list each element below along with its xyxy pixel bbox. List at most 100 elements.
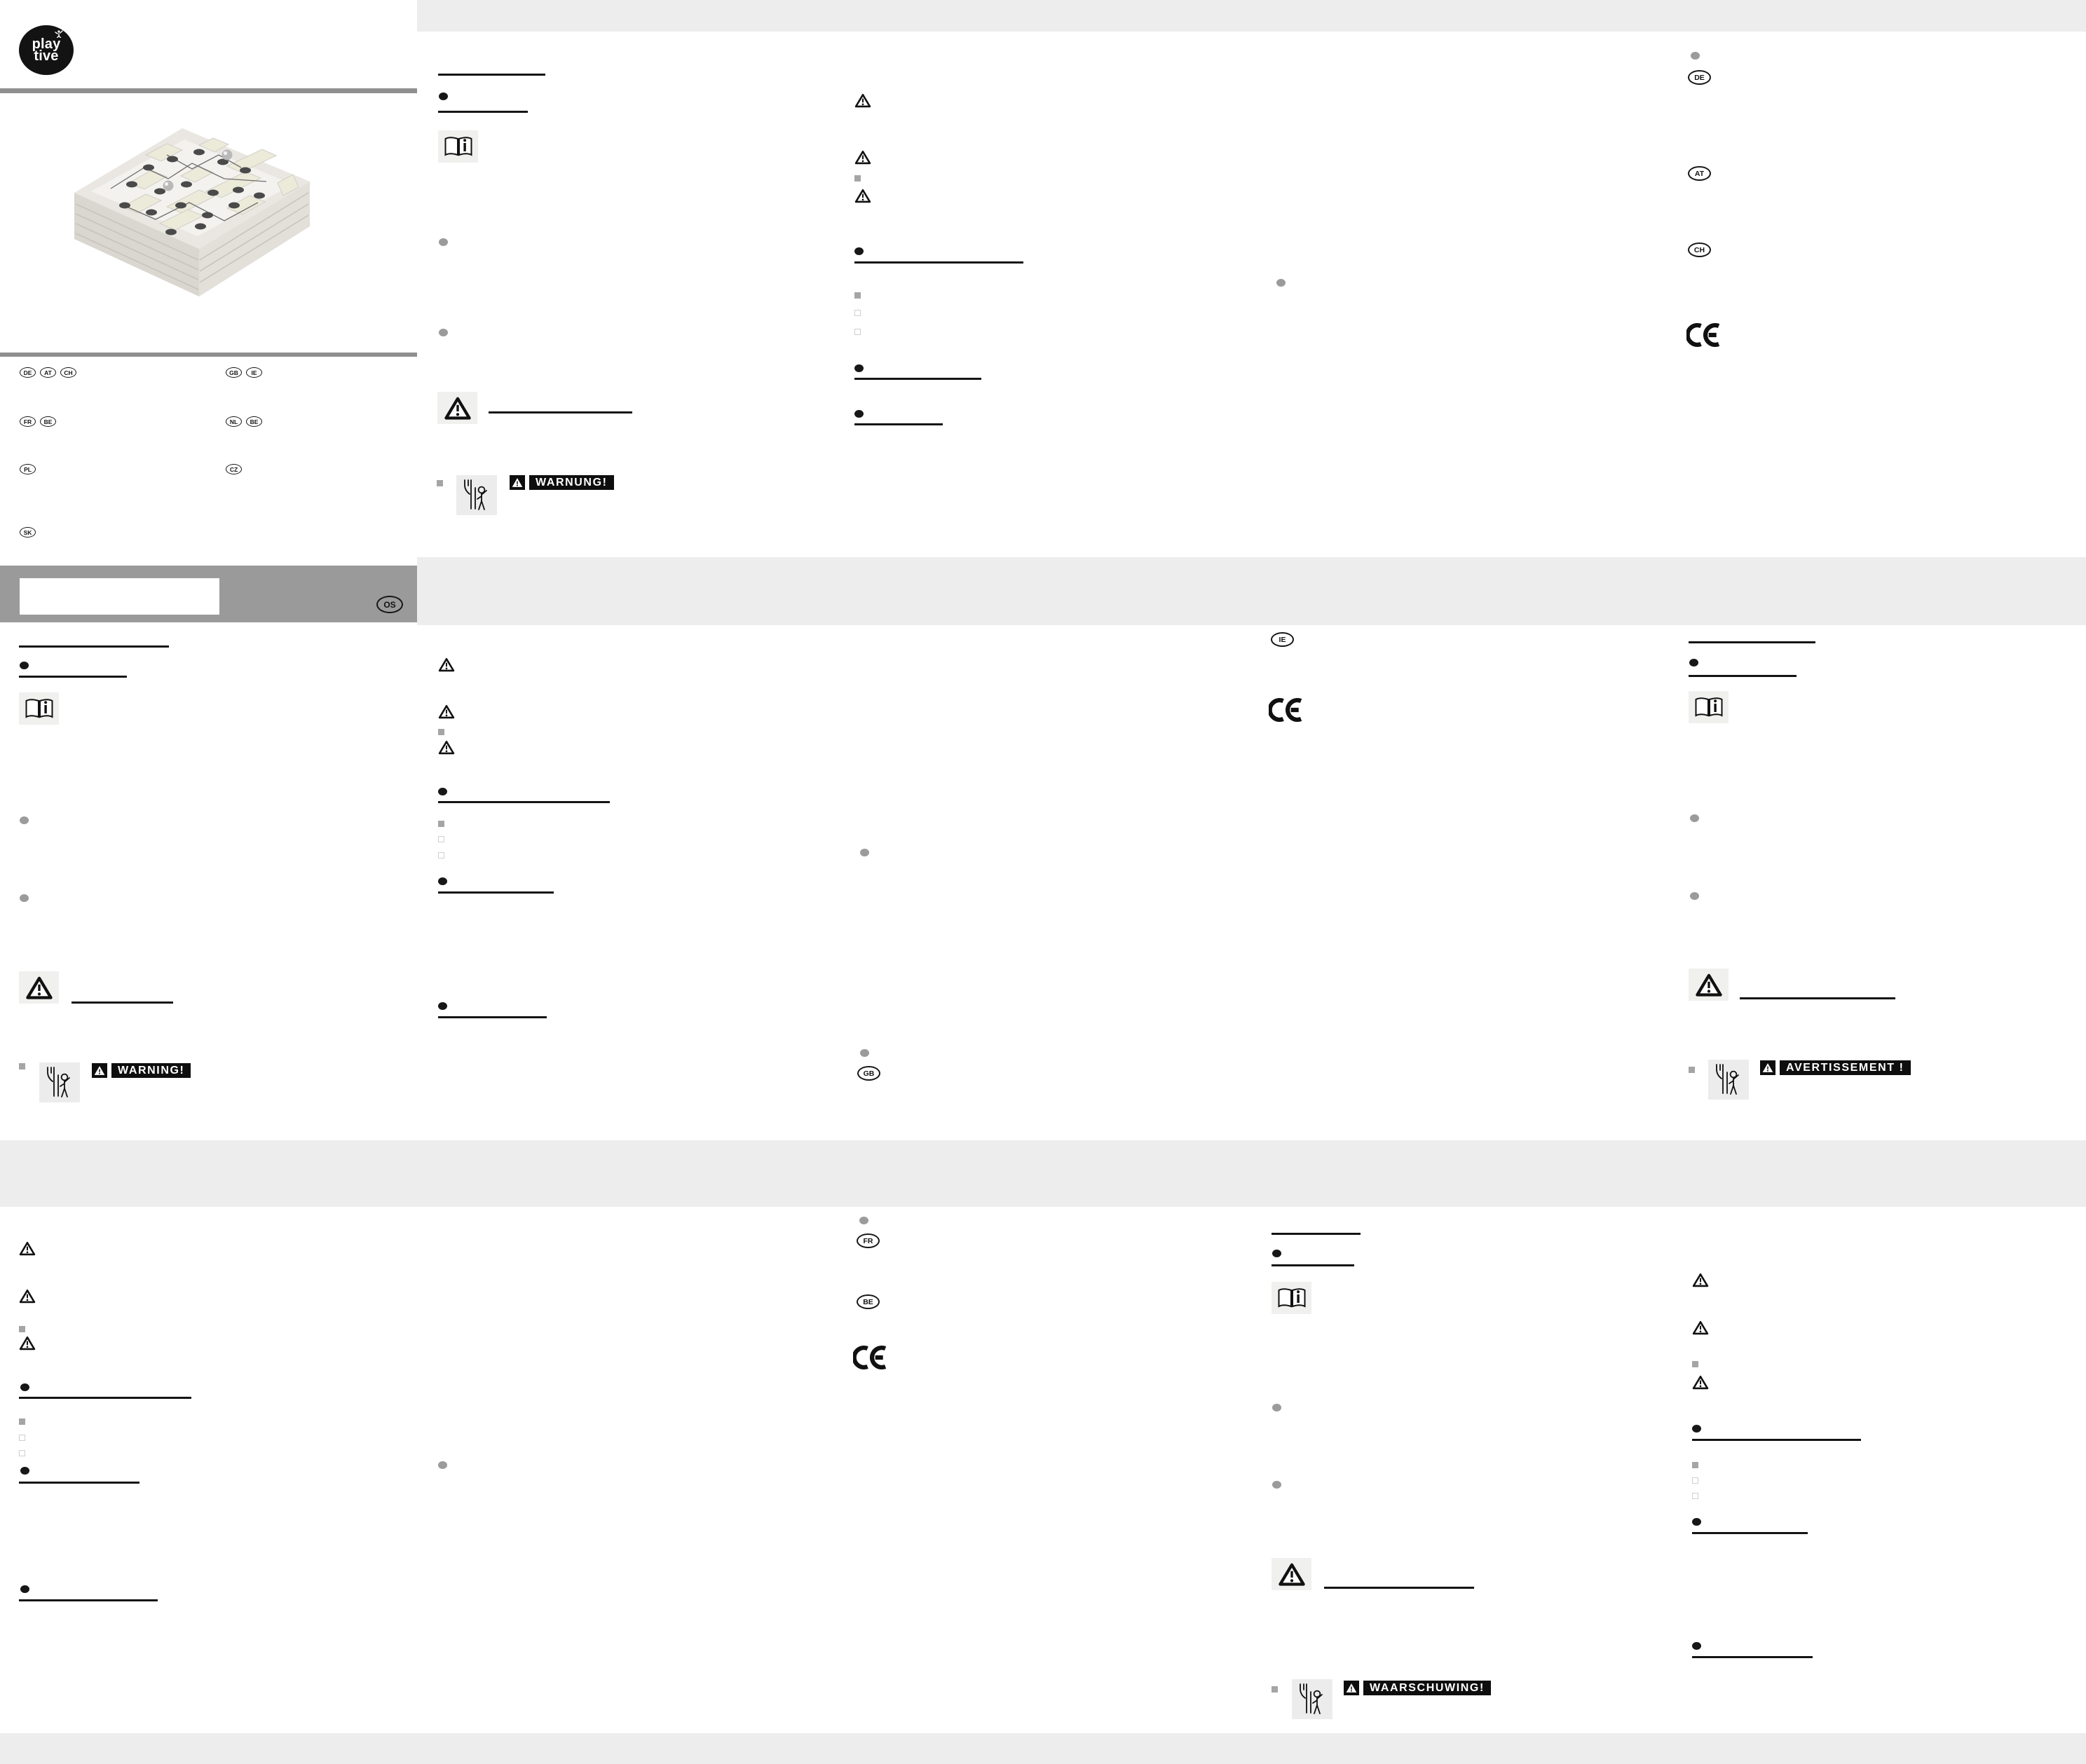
cover-badge-pl: PL: [20, 464, 36, 474]
en-title-rule: [19, 645, 169, 648]
fr-list-item-filled: [19, 1418, 25, 1425]
nl-title-rule: [1272, 1233, 1361, 1235]
en-subtitle-rule: [19, 676, 127, 678]
de-heading3-rule: [854, 378, 981, 380]
fr-service-bullet: [859, 1217, 868, 1224]
en-warning-banner: WARNING!: [92, 1063, 191, 1078]
cover-badge-sk: SK: [20, 527, 36, 538]
playtive-brand-logo: play tive: [19, 25, 74, 75]
cover-badge-ch: CH: [60, 367, 76, 378]
nl-read-manual-icon: [1272, 1282, 1311, 1314]
de-warning-banner: WARNUNG!: [510, 475, 614, 490]
nl-heading2-bullet: [1692, 1425, 1701, 1433]
nl-list-square: [1272, 1686, 1278, 1693]
fr-symbol-square: [19, 1326, 25, 1332]
de-service-badge-de: DE: [1688, 70, 1711, 85]
nl-heading3-bullet: [1692, 1518, 1701, 1526]
en-service-badge-gb: GB: [857, 1066, 880, 1081]
en-heading2-rule: [438, 801, 610, 803]
de-symbol-warning-triangle-1: [854, 93, 871, 108]
nl-list-item-empty-1: [1692, 1477, 1698, 1484]
fr-service-badge-fr: FR: [857, 1233, 880, 1248]
en-safety-warning-icon: [19, 971, 59, 1004]
de-symbol-warning-triangle-2: [854, 150, 871, 165]
logo-wordmark-top: play: [32, 36, 61, 53]
cover-badge-cz: CZ: [226, 464, 242, 474]
fr-read-manual-icon: [1689, 691, 1729, 723]
fr-symbol-warning-triangle-2: [19, 1289, 36, 1304]
nl-paragraph-bullet-2: [1272, 1481, 1281, 1489]
cover-badge-be2: BE: [246, 416, 262, 427]
en-symbol-warning-triangle-2: [438, 704, 455, 719]
en-heading2-bullet: [438, 788, 447, 795]
cover-badge-fr: FR: [20, 416, 36, 427]
de-service-bullet: [1276, 279, 1286, 287]
de-title-rule: [438, 74, 545, 76]
warning-triangle-icon: [1344, 1681, 1359, 1695]
de-subtitle-rule: [438, 111, 528, 113]
de-paragraph-bullet-1: [439, 238, 448, 246]
de-list-item-empty-1: [854, 310, 861, 316]
en-paragraph-bullet-2: [20, 894, 29, 902]
fr-title-rule: [1689, 641, 1815, 643]
en-symbol-warning-triangle-1: [438, 657, 455, 672]
en-ce-mark-icon: [1269, 696, 1302, 724]
cover-badge-at: AT: [40, 367, 56, 378]
fr-symbol-warning-triangle-1: [19, 1241, 36, 1256]
en-service-bullet-1: [860, 849, 869, 856]
de-list-item-filled: [854, 292, 861, 299]
nl-section-bullet: [1272, 1250, 1281, 1257]
bottom-page-band: [0, 1733, 2086, 1764]
cover-divider-bottom: [0, 353, 417, 357]
cover-divider-top: [0, 88, 417, 93]
os-badge: OS: [376, 596, 403, 613]
nl-heading4-rule: [1692, 1656, 1813, 1658]
de-warning-banner-label: WARNUNG!: [529, 475, 614, 490]
fr-heading4-rule: [19, 1599, 158, 1601]
fr-service-badge-be: BE: [857, 1294, 880, 1309]
nl-symbol-warning-triangle-1: [1692, 1273, 1709, 1287]
nl-subtitle-rule: [1272, 1264, 1354, 1266]
fr-ce-mark-icon: [853, 1343, 887, 1372]
en-safety-heading-rule: [71, 1001, 173, 1004]
en-warning-banner-label: WARNING!: [111, 1063, 191, 1078]
cover-badge-gb: GB: [226, 367, 242, 378]
logo-wordmark-bottom: tive: [34, 48, 59, 64]
en-heading3-rule: [438, 891, 554, 894]
en-section-bullet: [20, 662, 29, 669]
de-safety-heading-rule: [489, 411, 632, 413]
fr-subtitle-rule: [1689, 675, 1797, 677]
de-symbol-warning-triangle-3: [854, 189, 871, 203]
de-service-badge-at: AT: [1688, 166, 1711, 181]
top-page-band: [417, 0, 2086, 32]
en-symbol-warning-triangle-3: [438, 740, 455, 755]
warning-triangle-icon: [92, 1063, 107, 1078]
de-heading3-bullet: [854, 364, 864, 372]
cover-badge-nl: NL: [226, 416, 242, 427]
fr-keep-away-children-icon: [1708, 1060, 1749, 1100]
de-keep-away-children-icon: [456, 475, 497, 515]
nl-safety-warning-icon: [1272, 1558, 1311, 1590]
de-heading2-bullet: [854, 247, 864, 255]
fr-paragraph-bullet-3: [438, 1461, 447, 1469]
fr-heading4-bullet: [20, 1585, 29, 1593]
en-read-manual-icon: [19, 692, 59, 725]
en-heading3-bullet: [438, 877, 447, 885]
fr-heading3-rule: [19, 1482, 139, 1484]
de-ce-mark-icon: [1686, 321, 1720, 349]
fr-paragraph-bullet-2: [1690, 892, 1699, 900]
fr-heading2-rule: [19, 1397, 191, 1399]
nl-list-item-empty-2: [1692, 1493, 1698, 1499]
page2-page3-separator-band: [0, 1140, 2086, 1207]
de-list-square: [437, 480, 443, 486]
fr-list-item-empty-2: [19, 1450, 25, 1456]
de-heading4-rule: [854, 423, 943, 425]
de-list-item-empty-2: [854, 329, 861, 335]
fr-section-bullet: [1689, 659, 1698, 666]
en-symbol-square: [438, 729, 444, 735]
fr-heading3-bullet: [20, 1467, 29, 1475]
nl-heading3-rule: [1692, 1532, 1808, 1534]
de-section-bullet: [439, 93, 448, 100]
nl-symbol-warning-triangle-3: [1692, 1375, 1709, 1390]
